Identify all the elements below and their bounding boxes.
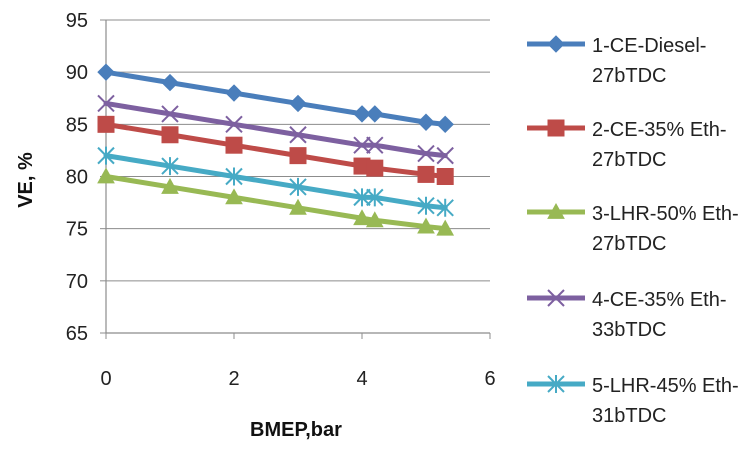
legend-label: 27bTDC (592, 233, 666, 255)
data-point (436, 198, 454, 217)
data-point (289, 177, 307, 196)
series-3 (97, 167, 455, 236)
data-point (97, 94, 115, 113)
legend-label: 2-CE-35% Eth- (592, 119, 727, 141)
series-1 (97, 63, 454, 134)
legend-entry-5: 5-LHR-45% Eth- 31bTDC (527, 375, 739, 427)
data-point (366, 159, 384, 177)
legend-label: 27bTDC (592, 149, 666, 171)
series-line (103, 121, 448, 179)
data-point (225, 136, 243, 154)
data-point (353, 105, 371, 123)
legend-label: 33bTDC (592, 319, 666, 341)
series-line (103, 69, 448, 127)
legend-label: 4-CE-35% Eth- (592, 289, 727, 311)
data-point (289, 147, 307, 165)
legend-marker (547, 119, 565, 137)
series-line (103, 153, 448, 211)
legend-label: 1-CE-Diesel- (592, 35, 706, 57)
data-point (417, 113, 435, 131)
data-point (289, 126, 307, 144)
x-tick-label: 2 (228, 368, 239, 390)
y-tick-label: 95 (66, 10, 88, 32)
axes: 65 70 75 80 85 90 95 0 2 4 6 (66, 10, 496, 390)
legend-label: 27bTDC (592, 65, 666, 87)
data-point (365, 211, 384, 228)
data-point (97, 115, 115, 133)
data-point (366, 188, 384, 207)
data-point (225, 167, 243, 186)
legend-entry-2: 2-CE-35% Eth- 27bTDC (527, 119, 727, 171)
data-point (161, 157, 179, 176)
y-tick-label: 65 (66, 323, 88, 345)
y-tick-label: 80 (66, 167, 88, 189)
y-tick-label: 90 (66, 62, 88, 84)
legend-entry-3: 3-LHR-50% Eth- 27bTDC (527, 202, 739, 255)
data-point (436, 219, 455, 236)
y-tick-label: 70 (66, 271, 88, 293)
legend-marker (547, 202, 565, 219)
legend-entry-1: 1-CE-Diesel- 27bTDC (527, 35, 706, 87)
x-tick-label: 0 (100, 368, 111, 390)
series-5 (97, 146, 454, 217)
data-point (417, 144, 435, 163)
data-point (417, 196, 435, 215)
legend-label: 31bTDC (592, 405, 666, 427)
data-point (97, 167, 115, 184)
data-point (289, 198, 307, 215)
data-point (225, 115, 243, 134)
data-point (225, 84, 243, 102)
legend-label: 3-LHR-50% Eth- (592, 203, 739, 225)
gridlines (106, 19, 490, 334)
legend-marker (547, 35, 565, 53)
data-point (366, 105, 384, 123)
data-point (436, 115, 454, 134)
series-4 (97, 94, 454, 165)
data-point (436, 146, 454, 165)
legend-entry-4: 4-CE-35% Eth- 33bTDC (527, 289, 727, 341)
y-tick-label: 85 (66, 114, 88, 136)
data-point (366, 136, 384, 154)
data-point (417, 165, 435, 183)
x-tick-label: 4 (356, 368, 367, 390)
data-point (161, 73, 179, 92)
y-axis-title: VE, % (15, 152, 37, 208)
data-point (353, 188, 371, 207)
series-2 (97, 115, 454, 185)
data-point (353, 136, 371, 154)
data-point (97, 63, 115, 81)
data-point (161, 105, 179, 123)
series-line (103, 174, 448, 232)
series-layer (97, 63, 455, 236)
data-point (353, 209, 371, 226)
data-point (97, 146, 115, 165)
data-point (161, 177, 179, 194)
data-point (436, 168, 454, 185)
legend-marker (547, 375, 565, 393)
y-tick-label: 75 (66, 219, 88, 241)
data-point (225, 188, 243, 205)
data-point (417, 217, 435, 234)
series-line (103, 100, 448, 159)
legend-marker (547, 289, 565, 307)
legend-label: 5-LHR-45% Eth- (592, 375, 739, 397)
data-point (161, 126, 179, 144)
x-tick-label: 6 (484, 368, 495, 390)
data-point (289, 94, 307, 113)
x-axis-title: BMEP,bar (250, 419, 342, 441)
